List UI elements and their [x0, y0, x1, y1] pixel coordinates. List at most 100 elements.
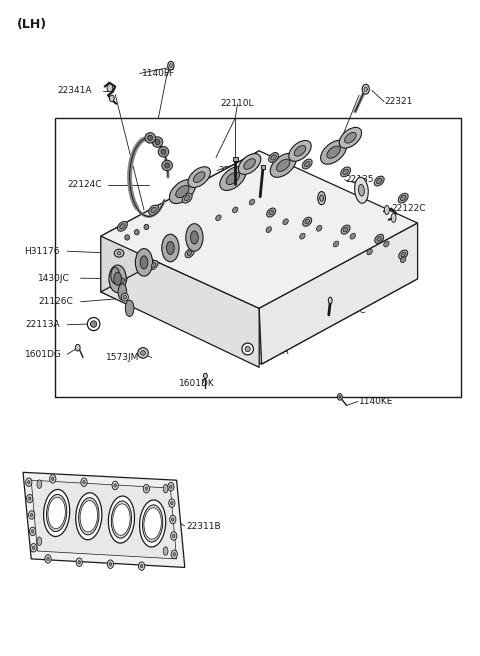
Ellipse shape: [108, 496, 134, 543]
Ellipse shape: [187, 251, 192, 255]
Ellipse shape: [78, 560, 81, 564]
Ellipse shape: [173, 552, 176, 556]
Ellipse shape: [171, 501, 173, 505]
Polygon shape: [101, 236, 259, 367]
Ellipse shape: [184, 195, 190, 201]
Ellipse shape: [400, 257, 406, 262]
Ellipse shape: [47, 495, 67, 531]
Ellipse shape: [305, 220, 310, 224]
Ellipse shape: [341, 225, 350, 234]
Ellipse shape: [112, 482, 118, 489]
Ellipse shape: [188, 167, 210, 188]
Ellipse shape: [117, 252, 121, 255]
Ellipse shape: [144, 224, 149, 230]
Ellipse shape: [171, 550, 178, 559]
Bar: [233, 157, 238, 161]
Ellipse shape: [163, 484, 168, 493]
Text: 21126C: 21126C: [38, 297, 73, 306]
Ellipse shape: [140, 564, 143, 567]
Ellipse shape: [191, 231, 198, 244]
Polygon shape: [259, 223, 418, 364]
Text: 22122C: 22122C: [391, 204, 426, 213]
Ellipse shape: [140, 256, 148, 269]
Ellipse shape: [138, 562, 145, 570]
Text: 1140KE: 1140KE: [359, 397, 394, 406]
Ellipse shape: [50, 475, 56, 483]
Ellipse shape: [47, 557, 49, 560]
Ellipse shape: [151, 263, 156, 267]
Ellipse shape: [37, 537, 42, 546]
Polygon shape: [23, 472, 185, 567]
Text: 22135: 22135: [346, 175, 374, 184]
Ellipse shape: [362, 85, 370, 94]
Ellipse shape: [242, 343, 253, 355]
Ellipse shape: [44, 489, 70, 537]
Ellipse shape: [171, 531, 177, 541]
Ellipse shape: [37, 480, 42, 488]
Ellipse shape: [81, 478, 87, 487]
Ellipse shape: [176, 186, 189, 197]
Ellipse shape: [45, 555, 51, 563]
Ellipse shape: [158, 146, 169, 157]
Ellipse shape: [138, 348, 148, 358]
Ellipse shape: [239, 154, 261, 174]
Ellipse shape: [266, 227, 272, 232]
Text: 1140FF: 1140FF: [142, 69, 175, 78]
Ellipse shape: [249, 199, 255, 205]
Ellipse shape: [51, 478, 54, 480]
Text: 1601DK: 1601DK: [179, 379, 214, 388]
Ellipse shape: [161, 149, 166, 154]
Ellipse shape: [168, 483, 174, 491]
Ellipse shape: [145, 133, 156, 143]
Ellipse shape: [155, 140, 160, 145]
Ellipse shape: [304, 161, 310, 167]
Ellipse shape: [107, 560, 114, 568]
Ellipse shape: [140, 500, 166, 547]
Ellipse shape: [32, 546, 35, 550]
Ellipse shape: [109, 562, 111, 565]
Ellipse shape: [163, 547, 168, 555]
Ellipse shape: [173, 534, 175, 538]
Ellipse shape: [118, 283, 127, 300]
Ellipse shape: [31, 513, 33, 517]
Ellipse shape: [125, 235, 130, 240]
Ellipse shape: [220, 167, 246, 190]
Ellipse shape: [374, 176, 384, 186]
Ellipse shape: [80, 501, 97, 532]
Ellipse shape: [320, 195, 324, 201]
Ellipse shape: [182, 193, 192, 203]
Ellipse shape: [135, 249, 153, 276]
Ellipse shape: [109, 95, 114, 102]
Ellipse shape: [30, 527, 36, 535]
Ellipse shape: [27, 480, 30, 484]
Ellipse shape: [232, 207, 238, 213]
Ellipse shape: [118, 276, 127, 285]
Ellipse shape: [169, 64, 172, 68]
Ellipse shape: [244, 159, 255, 169]
Ellipse shape: [216, 215, 221, 220]
Ellipse shape: [113, 504, 130, 535]
Text: 1430JC: 1430JC: [38, 274, 70, 283]
Ellipse shape: [169, 516, 176, 523]
Ellipse shape: [25, 478, 32, 487]
Ellipse shape: [26, 495, 33, 502]
Ellipse shape: [269, 211, 274, 215]
Ellipse shape: [87, 318, 100, 331]
Ellipse shape: [32, 530, 34, 533]
Ellipse shape: [384, 205, 389, 215]
Ellipse shape: [339, 396, 341, 398]
Ellipse shape: [149, 260, 158, 270]
Ellipse shape: [267, 208, 276, 217]
Text: 1601DG: 1601DG: [25, 350, 62, 359]
Ellipse shape: [337, 394, 342, 400]
Ellipse shape: [376, 178, 382, 184]
Ellipse shape: [172, 518, 174, 521]
Ellipse shape: [271, 155, 276, 160]
Text: 1573JM: 1573JM: [106, 353, 139, 362]
Ellipse shape: [114, 249, 124, 257]
Ellipse shape: [170, 485, 172, 488]
Ellipse shape: [327, 146, 340, 158]
Ellipse shape: [111, 501, 132, 538]
Text: 22125C: 22125C: [331, 306, 366, 315]
Ellipse shape: [167, 241, 174, 255]
